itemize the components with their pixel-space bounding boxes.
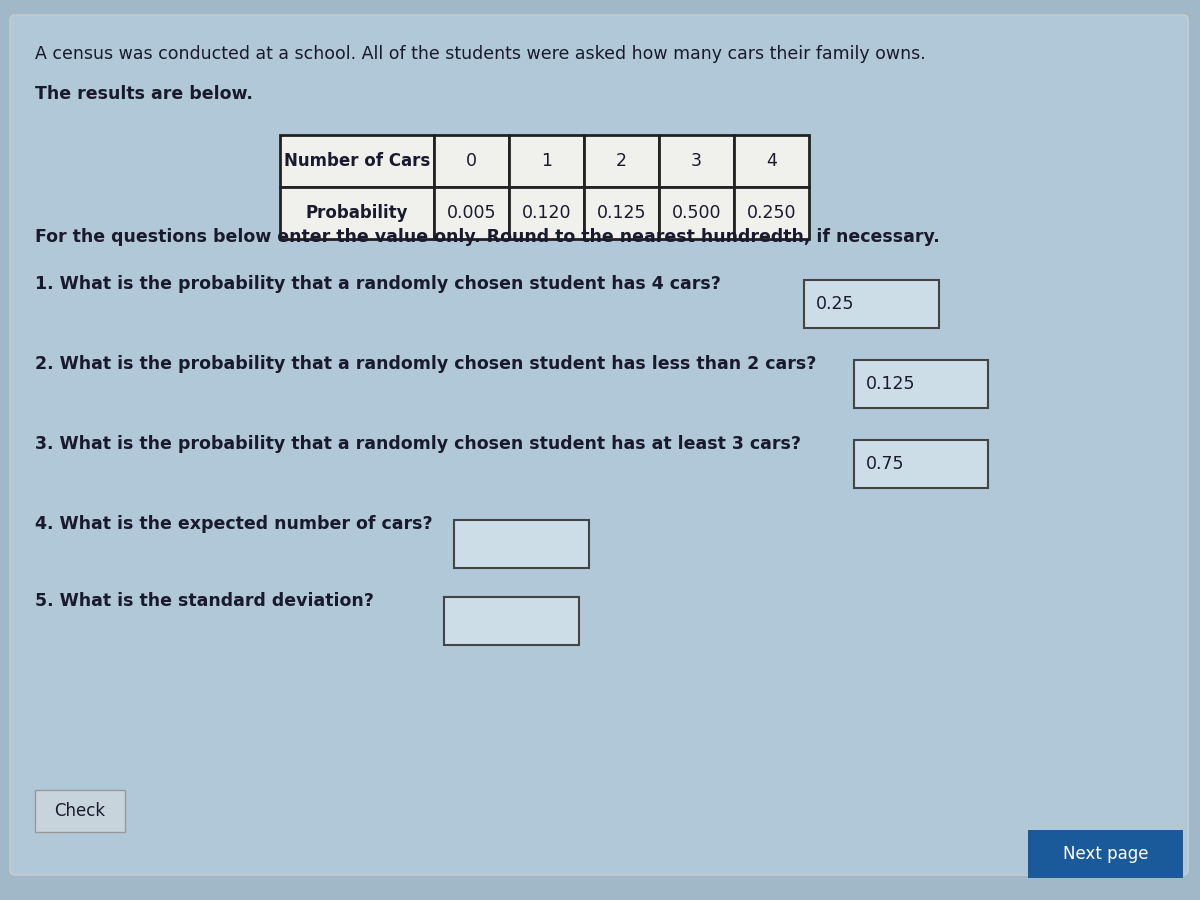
Bar — [444, 597, 580, 645]
Bar — [434, 187, 509, 239]
Bar — [509, 135, 584, 187]
Text: 2: 2 — [616, 152, 628, 170]
Bar — [584, 135, 659, 187]
Text: 0.25: 0.25 — [816, 295, 854, 313]
Text: 0.75: 0.75 — [865, 455, 904, 473]
Bar — [1028, 830, 1183, 878]
Text: 1: 1 — [541, 152, 552, 170]
Bar — [434, 135, 509, 187]
Text: 3: 3 — [691, 152, 702, 170]
Text: Next page: Next page — [1063, 845, 1148, 863]
Text: 1. What is the probability that a randomly chosen student has 4 cars?: 1. What is the probability that a random… — [35, 275, 721, 293]
Text: Probability: Probability — [306, 204, 408, 222]
Text: 3. What is the probability that a randomly chosen student has at least 3 cars?: 3. What is the probability that a random… — [35, 435, 800, 453]
Bar — [280, 135, 434, 187]
Text: A census was conducted at a school. All of the students were asked how many cars: A census was conducted at a school. All … — [35, 45, 925, 63]
Bar — [509, 187, 584, 239]
Text: 0.125: 0.125 — [865, 375, 916, 393]
Text: 0.500: 0.500 — [672, 204, 721, 222]
Bar — [734, 135, 809, 187]
Bar — [280, 187, 434, 239]
Bar — [734, 187, 809, 239]
Text: 4: 4 — [766, 152, 776, 170]
Text: 0.250: 0.250 — [746, 204, 796, 222]
Text: 4. What is the expected number of cars?: 4. What is the expected number of cars? — [35, 515, 432, 533]
Text: 0.005: 0.005 — [448, 204, 497, 222]
Bar — [584, 187, 659, 239]
Text: Number of Cars: Number of Cars — [284, 152, 430, 170]
Text: For the questions below enter the value only. Round to the nearest hundredth, if: For the questions below enter the value … — [35, 228, 940, 246]
Text: 2. What is the probability that a randomly chosen student has less than 2 cars?: 2. What is the probability that a random… — [35, 355, 816, 373]
Text: 0: 0 — [467, 152, 478, 170]
Text: 0.120: 0.120 — [522, 204, 571, 222]
Bar — [804, 280, 938, 328]
Text: The results are below.: The results are below. — [35, 85, 253, 103]
Text: 5. What is the standard deviation?: 5. What is the standard deviation? — [35, 592, 374, 610]
Text: Check: Check — [54, 802, 106, 820]
Bar — [659, 135, 734, 187]
Bar — [659, 187, 734, 239]
Text: 0.125: 0.125 — [596, 204, 647, 222]
Bar — [853, 360, 989, 408]
Bar — [455, 520, 589, 568]
Bar — [853, 440, 989, 488]
FancyBboxPatch shape — [10, 15, 1188, 875]
Bar — [35, 790, 125, 832]
